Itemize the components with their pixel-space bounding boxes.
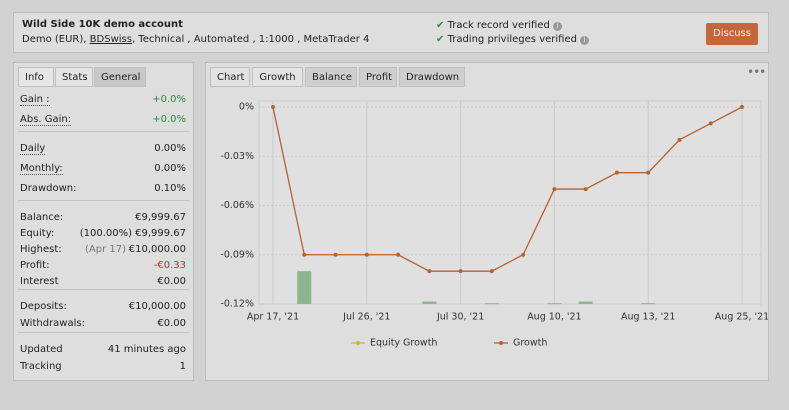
- more-menu[interactable]: •••: [747, 65, 766, 79]
- chart-panel: ••• 0% -0.03% -0.06% -0.09% -0.12% Apr 17, '2…: [205, 62, 769, 381]
- stat-value: 1: [179, 361, 186, 372]
- point: [614, 170, 619, 175]
- stat-value: 0.00%: [154, 143, 186, 154]
- stat-label: Tracking: [20, 361, 62, 372]
- chart: 0% -0.03% -0.06% -0.09% -0.12% Apr 17, '21 Jul…: [220, 100, 768, 349]
- stat-value: 0.10%: [154, 183, 186, 194]
- stat-note: (Apr 17): [84, 244, 126, 255]
- stat-label: Profit:: [20, 260, 50, 271]
- stat-label: Abs. Gain:: [20, 114, 72, 126]
- separator: [18, 200, 189, 201]
- point: [489, 269, 494, 274]
- legend-label: Growth: [513, 338, 547, 349]
- x-tick-label: Apr 17, '21: [247, 312, 299, 323]
- bar: [484, 303, 499, 305]
- stat-value: €9,999.67: [135, 212, 186, 223]
- chart-tab[interactable]: Balance: [305, 67, 357, 87]
- stat-label: Updated: [20, 344, 63, 355]
- y-tick-label: -0.03%: [220, 151, 254, 162]
- broker-link[interactable]: BDSwiss: [89, 34, 132, 45]
- x-tick-label: Jul 26, '21: [342, 312, 390, 323]
- bar: [297, 271, 312, 304]
- point: [364, 252, 369, 257]
- chart-tab[interactable]: Growth: [252, 67, 303, 87]
- stats-panel: Info Stats General Gain : +0.0% Abs. Gain: +0.…: [13, 62, 194, 381]
- chart-tab[interactable]: Drawdown: [399, 67, 465, 87]
- stat-label: Daily: [20, 143, 46, 155]
- separator: [18, 131, 189, 132]
- point: [583, 187, 588, 192]
- separator: [18, 332, 189, 333]
- point: [677, 137, 682, 142]
- stat-label: Equity:: [20, 228, 55, 239]
- stat-value: 41 minutes ago: [107, 344, 186, 355]
- x-tick-label: Aug 10, '21: [527, 312, 581, 323]
- chart-tab[interactable]: Chart: [210, 67, 250, 87]
- stats-tab[interactable]: General: [94, 67, 146, 87]
- point: [708, 121, 713, 126]
- point: [427, 269, 432, 274]
- stat-label: Balance:: [20, 212, 64, 223]
- header-panel: Wild Side 10K demo account Demo (EUR), B…: [13, 12, 769, 53]
- chart-tab[interactable]: Profit: [359, 67, 397, 87]
- account-details: Demo (EUR), BDSwiss, Technical , Automat…: [22, 34, 369, 45]
- stat-value: +0.0%: [152, 94, 186, 105]
- legend-marker: [499, 341, 503, 345]
- point: [521, 252, 526, 257]
- bar: [422, 301, 437, 304]
- stat-label: Deposits:: [20, 301, 67, 312]
- plot-area: [258, 100, 762, 305]
- stats-tab[interactable]: Stats: [55, 67, 93, 87]
- stat-label: Highest:: [20, 244, 62, 255]
- stat-value: €0.00: [157, 276, 186, 287]
- y-tick-label: -0.12%: [220, 299, 254, 310]
- stat-label: Drawdown:: [20, 183, 77, 194]
- growth-line: [272, 106, 743, 272]
- bar: [578, 301, 593, 304]
- y-tick-label: -0.09%: [220, 249, 254, 260]
- y-tick-label: -0.06%: [220, 200, 254, 211]
- point: [552, 187, 557, 192]
- bar: [641, 303, 656, 305]
- x-tick-label: Aug 25, '21: [715, 312, 768, 323]
- stat-note: (100.00%): [79, 228, 132, 239]
- point: [333, 252, 338, 257]
- stat-label: Interest: [20, 276, 59, 287]
- discuss-button[interactable]: Discuss: [706, 23, 758, 45]
- x-tick-label: Jul 30, '21: [436, 312, 484, 323]
- point: [271, 105, 275, 109]
- legend-marker: [356, 341, 360, 345]
- point: [646, 170, 651, 175]
- verified-text: Trading privileges verified: [447, 34, 577, 45]
- point: [458, 269, 463, 274]
- account-title: Wild Side 10K demo account: [22, 19, 183, 30]
- point: [396, 252, 401, 257]
- stat-value: 0.00%: [154, 163, 186, 174]
- verified-text: Track record verified: [447, 20, 550, 31]
- y-tick-label: 0%: [239, 102, 254, 113]
- stat-label: Gain :: [20, 94, 50, 106]
- bar: [547, 303, 562, 305]
- stat-label: Withdrawals:: [20, 318, 85, 329]
- stat-value: €9,999.67: [135, 228, 186, 239]
- stat-value: €10,000.00: [128, 301, 186, 312]
- separator: [18, 289, 189, 290]
- stat-value: €0.00: [157, 318, 186, 329]
- verified-item: ✔ Trading privileges verified i: [436, 34, 590, 45]
- point: [740, 105, 744, 109]
- detail: Demo (EUR),: [22, 34, 87, 45]
- stat-value: -€0.33: [153, 260, 186, 271]
- stats-tab[interactable]: Info: [18, 67, 54, 87]
- stat-label: Monthly:: [20, 163, 63, 175]
- verified-item: ✔ Track record verified i: [436, 20, 562, 31]
- stat-value: +0.0%: [152, 114, 186, 125]
- detail: , Technical , Automated , 1:1000 , MetaT…: [131, 34, 370, 45]
- legend-label: Equity Growth: [370, 338, 437, 349]
- stat-value: €10,000.00: [128, 244, 186, 255]
- x-tick-label: Aug 13, '21: [621, 312, 675, 323]
- point: [302, 252, 307, 257]
